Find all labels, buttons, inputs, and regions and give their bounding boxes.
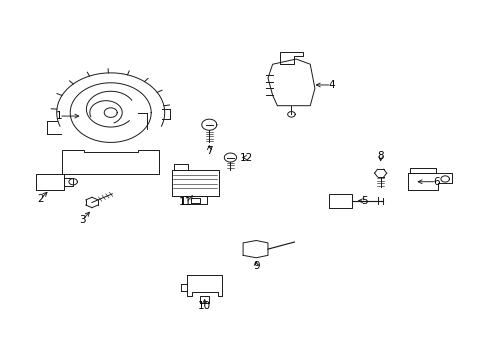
Text: 10: 10 <box>198 301 211 311</box>
Text: 6: 6 <box>433 177 439 187</box>
Text: 8: 8 <box>377 151 383 161</box>
Text: 4: 4 <box>327 80 334 90</box>
Text: 5: 5 <box>360 196 367 206</box>
Text: 12: 12 <box>240 153 253 162</box>
Text: 1: 1 <box>56 111 62 121</box>
Text: 9: 9 <box>252 261 259 271</box>
Text: 3: 3 <box>79 215 86 225</box>
Text: 2: 2 <box>37 194 43 204</box>
Text: 11: 11 <box>179 198 192 207</box>
Text: 7: 7 <box>205 146 212 156</box>
